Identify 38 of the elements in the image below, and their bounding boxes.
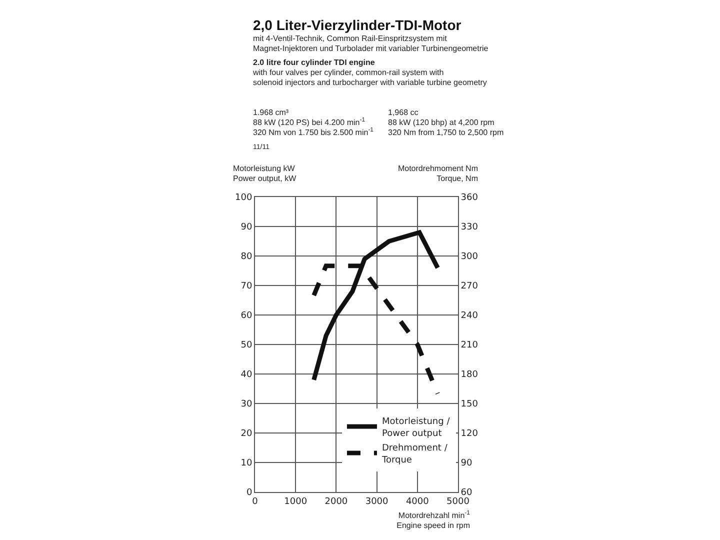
y-tick-label: 60 xyxy=(240,311,252,322)
x-tick-label: 4000 xyxy=(406,496,430,507)
text: 1.968 cm³ 88 kW (120 PS) bei 4.200 min$^{-1}$ 320 Nm von 1.750 bis 2.500 min$^{-1}$ xyxy=(253,108,374,138)
y2-tick-label: 300 xyxy=(460,252,478,262)
y2-axis-title: Motordrehmoment Nm Torque, Nm xyxy=(396,164,478,184)
x-tick-label: 1000 xyxy=(284,496,308,507)
chart-title: 2,0 Liter-Vierzylinder-TDI-Motor xyxy=(253,17,462,33)
y-tick-label: 80 xyxy=(240,252,252,262)
y2-tick-label: 120 xyxy=(460,429,478,440)
y-tick-label: 10 xyxy=(240,458,252,469)
x-tick-label: 3000 xyxy=(365,496,389,507)
y-tick-label: 70 xyxy=(240,282,252,292)
text: with four valves per cylinder, common-rail system with solenoid injectors and turbocharger with variable turbine geometry xyxy=(253,68,487,88)
y2-tick-label: 240 xyxy=(460,311,478,322)
chart-subtitle: mit 4-Ventil-Technik, Common Rail-Einspritzsystem mit Magnet-Injektoren und Turbolader mit variabler Turbinengeometrie xyxy=(253,34,488,54)
y-tick-label: 50 xyxy=(240,340,252,351)
x-tick-label: 2000 xyxy=(324,496,348,507)
y2-tick-label: 210 xyxy=(460,340,478,351)
y2-tick-label: 270 xyxy=(460,282,478,292)
text: 1,968 cc 88 kW (120 bhp) at 4,200 rpm 320 Nm from 1,750 to 2,500 rpm xyxy=(388,108,504,138)
y-tick-label: 100 xyxy=(235,193,252,204)
text: 2.0 litre four cylinder TDI engine xyxy=(253,58,375,68)
y-tick-label: 0 xyxy=(246,488,252,498)
y-tick-label: 90 xyxy=(240,222,252,233)
y-axis-title: Motorleistung kW Power output, kW xyxy=(233,164,296,184)
legend-label: Drehmoment / Torque xyxy=(380,444,448,466)
y-tick-label: 30 xyxy=(240,400,252,410)
y-tick-label: 40 xyxy=(240,370,252,380)
y2-tick-label: 180 xyxy=(460,370,478,380)
legend-label: Motorleistung / Power output xyxy=(382,417,451,439)
x-tick-label: 5000 xyxy=(446,496,470,507)
y2-tick-label: 150 xyxy=(460,400,478,410)
y2-tick-label: 330 xyxy=(460,222,478,233)
x-axis-title: Motordrehzahl min$^{-1}$ Engine speed in rpm xyxy=(396,510,470,531)
y2-tick-label: 90 xyxy=(460,458,473,469)
y-tick-label: 20 xyxy=(240,429,252,440)
y2-tick-label: 360 xyxy=(460,193,478,204)
y2-tick-label: 60 xyxy=(460,488,473,498)
